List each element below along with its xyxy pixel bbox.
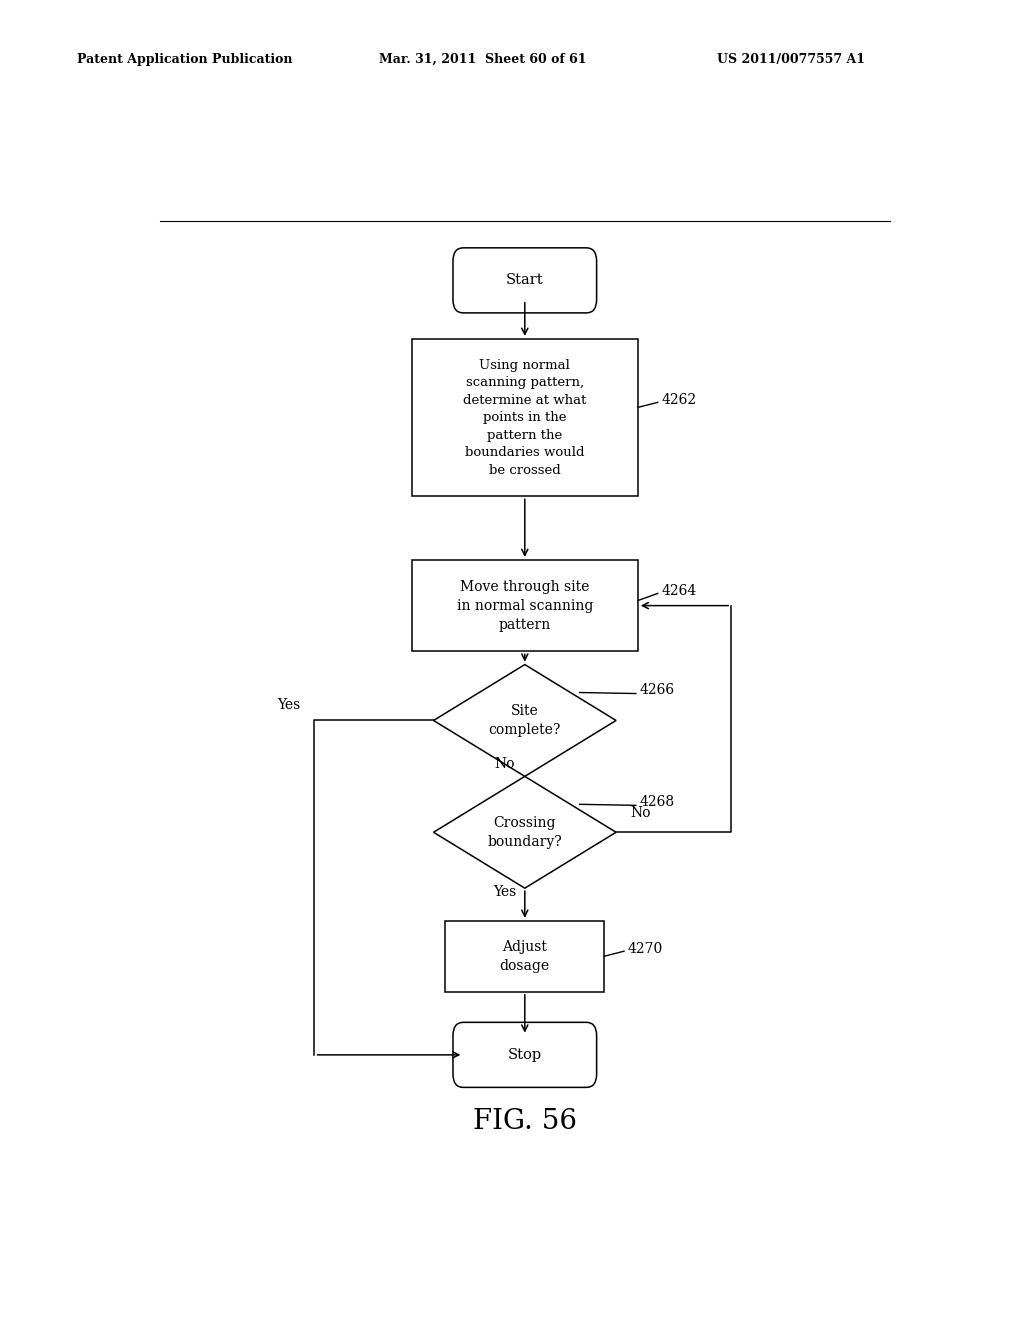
Text: Stop: Stop	[508, 1048, 542, 1061]
Text: Crossing
boundary?: Crossing boundary?	[487, 816, 562, 849]
Text: Yes: Yes	[276, 698, 300, 713]
FancyBboxPatch shape	[453, 1022, 597, 1088]
Text: Mar. 31, 2011  Sheet 60 of 61: Mar. 31, 2011 Sheet 60 of 61	[379, 53, 587, 66]
Text: 4266: 4266	[640, 682, 675, 697]
Text: Move through site
in normal scanning
pattern: Move through site in normal scanning pat…	[457, 579, 593, 631]
Text: No: No	[495, 758, 515, 771]
Bar	[412, 560, 638, 651]
Text: Start: Start	[506, 273, 544, 288]
Text: 4262: 4262	[662, 393, 696, 408]
Text: FIG. 56: FIG. 56	[473, 1109, 577, 1135]
Text: 4270: 4270	[628, 942, 664, 956]
Text: Site
complete?: Site complete?	[488, 704, 561, 737]
Bar	[412, 339, 638, 496]
Polygon shape	[433, 664, 616, 776]
FancyBboxPatch shape	[453, 248, 597, 313]
Text: No: No	[631, 807, 651, 820]
Text: Yes: Yes	[494, 886, 516, 899]
Text: 4268: 4268	[640, 795, 675, 809]
Text: US 2011/0077557 A1: US 2011/0077557 A1	[717, 53, 865, 66]
Text: 4264: 4264	[662, 585, 697, 598]
Bar	[445, 921, 604, 991]
Polygon shape	[433, 776, 616, 888]
Text: Patent Application Publication: Patent Application Publication	[77, 53, 292, 66]
Text: Adjust
dosage: Adjust dosage	[500, 940, 550, 973]
Text: Using normal
scanning pattern,
determine at what
points in the
pattern the
bound: Using normal scanning pattern, determine…	[463, 359, 587, 477]
